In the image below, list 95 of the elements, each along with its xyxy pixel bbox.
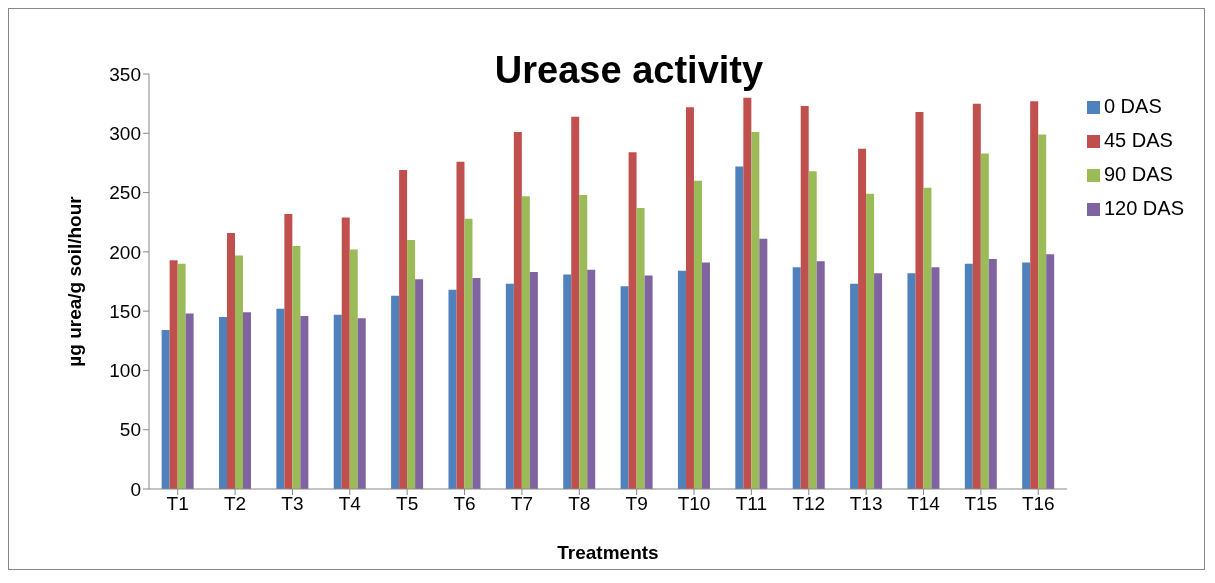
x-axis-title: Treatments <box>557 542 659 563</box>
x-tick-label: T12 <box>792 493 826 515</box>
chart-title: Urease activity <box>494 49 764 91</box>
x-tick-label: T1 <box>166 493 189 515</box>
bar <box>472 277 481 489</box>
legend-label: 120 DAS <box>1103 197 1184 219</box>
x-tick-label: T14 <box>907 493 941 515</box>
y-tick-label: 0 <box>130 478 141 500</box>
bar <box>333 314 342 489</box>
bar <box>292 245 301 489</box>
x-tick-label: T15 <box>964 493 998 515</box>
bar <box>866 193 875 489</box>
bar <box>931 267 940 489</box>
bar <box>644 275 653 489</box>
bar <box>226 232 235 489</box>
bar <box>513 132 522 489</box>
y-tick-label: 350 <box>109 63 141 85</box>
bar <box>759 238 768 489</box>
bar <box>874 273 883 489</box>
legend-label: 0 DAS <box>1103 95 1162 117</box>
bar <box>800 106 809 489</box>
bar <box>636 207 645 489</box>
bar <box>407 240 416 489</box>
y-tick-label: 200 <box>109 241 141 263</box>
legend-label: 90 DAS <box>1103 163 1173 185</box>
bar <box>907 273 916 489</box>
bar <box>1046 254 1055 489</box>
bar <box>242 312 251 489</box>
bar <box>735 166 744 489</box>
bar <box>850 283 859 489</box>
bar <box>571 116 580 489</box>
bar <box>349 249 358 489</box>
bar <box>448 289 457 489</box>
bar <box>685 107 694 489</box>
bar <box>185 313 194 489</box>
x-tick-label: T9 <box>625 493 648 515</box>
bar <box>169 260 178 489</box>
x-tick-label: T7 <box>510 493 534 515</box>
bar <box>218 317 227 489</box>
x-tick-label: T4 <box>338 493 362 515</box>
bar <box>341 217 350 489</box>
y-axis-title: µg urea/g soil/hour <box>63 195 85 367</box>
bar <box>177 263 186 489</box>
bar <box>915 111 924 489</box>
bar <box>161 330 170 489</box>
x-tick-label: T10 <box>677 493 711 515</box>
bar <box>628 152 637 489</box>
bar <box>234 255 243 489</box>
x-tick-label: T2 <box>223 493 247 515</box>
bar <box>391 295 400 489</box>
bar <box>743 97 752 489</box>
bar <box>357 318 366 489</box>
bar <box>1038 134 1047 489</box>
bar <box>964 263 973 489</box>
x-tick-label: T16 <box>1021 493 1055 515</box>
bar <box>529 272 538 489</box>
bar <box>505 283 514 489</box>
x-tick-label: T8 <box>568 493 591 515</box>
bar <box>276 308 285 489</box>
bar <box>587 269 596 489</box>
bar <box>399 170 408 489</box>
bar <box>464 218 473 489</box>
bar <box>579 194 588 489</box>
bar <box>858 148 867 489</box>
bar <box>300 315 309 489</box>
bar <box>563 274 572 489</box>
x-tick-label: T3 <box>281 493 304 515</box>
bar <box>816 261 825 489</box>
bar <box>972 103 981 489</box>
bar <box>521 196 530 489</box>
bar <box>1022 262 1031 489</box>
bar <box>1030 101 1039 489</box>
x-tick-label: T5 <box>396 493 419 515</box>
bar <box>415 279 424 489</box>
bar <box>677 270 686 489</box>
x-tick-label: T13 <box>849 493 883 515</box>
bar <box>980 153 989 489</box>
y-tick-label: 300 <box>109 123 141 145</box>
x-tick-label: T11 <box>735 493 768 515</box>
x-tick-label: T6 <box>453 493 476 515</box>
y-tick-label: 50 <box>119 419 141 441</box>
y-tick-label: 150 <box>109 300 141 322</box>
bar <box>923 187 932 489</box>
y-tick-label: 100 <box>109 360 141 382</box>
bar <box>620 286 629 489</box>
bar <box>808 171 817 489</box>
bar <box>693 180 702 489</box>
y-tick-label: 250 <box>109 182 141 204</box>
bar <box>701 262 710 489</box>
bar <box>792 267 801 489</box>
bar <box>988 258 997 489</box>
bar <box>751 132 760 489</box>
bar <box>456 161 465 489</box>
bar <box>284 213 293 489</box>
legend-label: 45 DAS <box>1103 129 1173 151</box>
